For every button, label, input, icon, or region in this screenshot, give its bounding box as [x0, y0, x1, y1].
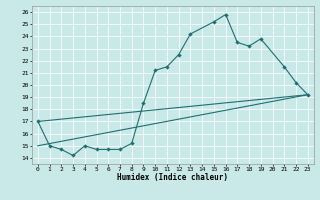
X-axis label: Humidex (Indice chaleur): Humidex (Indice chaleur): [117, 173, 228, 182]
